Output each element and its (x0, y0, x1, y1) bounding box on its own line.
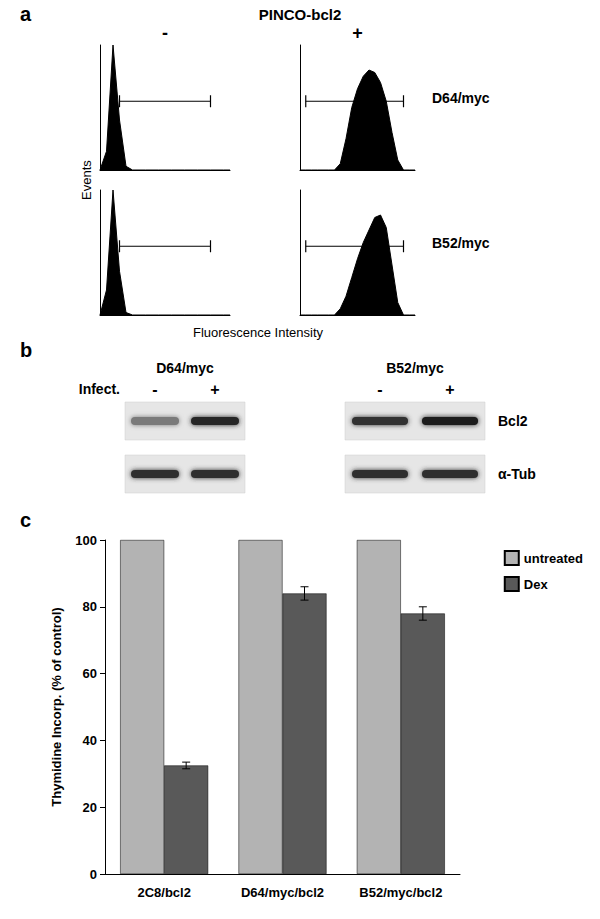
svg-text:Fluorescence Intensity: Fluorescence Intensity (193, 325, 324, 340)
svg-text:+: + (352, 23, 363, 43)
svg-text:80: 80 (83, 599, 97, 614)
svg-text:B52/myc: B52/myc (386, 360, 444, 376)
svg-text:D64/myc: D64/myc (156, 360, 214, 376)
svg-text:2C8/bcl2: 2C8/bcl2 (137, 885, 190, 900)
svg-text:Dex: Dex (524, 577, 549, 592)
svg-text:40: 40 (83, 733, 97, 748)
svg-text:untreated: untreated (524, 551, 583, 566)
svg-text:α-Tub: α-Tub (498, 466, 536, 482)
svg-text:60: 60 (83, 666, 97, 681)
svg-text:-: - (377, 381, 382, 398)
svg-text:b: b (20, 339, 32, 361)
svg-text:0: 0 (90, 867, 97, 882)
svg-text:-: - (162, 23, 168, 43)
svg-text:+: + (210, 381, 219, 398)
svg-text:D64/myc: D64/myc (432, 90, 490, 106)
svg-text:Events: Events (79, 160, 94, 200)
svg-text:D64/myc/bcl2: D64/myc/bcl2 (241, 885, 324, 900)
svg-text:Infect.: Infect. (79, 381, 120, 397)
svg-text:100: 100 (75, 533, 97, 548)
svg-text:Bcl2: Bcl2 (498, 413, 528, 429)
svg-text:a: a (20, 3, 32, 25)
svg-text:+: + (445, 381, 454, 398)
svg-text:20: 20 (83, 800, 97, 815)
svg-text:B52/myc/bcl2: B52/myc/bcl2 (359, 885, 442, 900)
svg-text:PINCO-bcl2: PINCO-bcl2 (259, 6, 342, 23)
svg-text:-: - (152, 381, 157, 398)
svg-text:Thymidine Incorp. (% of contro: Thymidine Incorp. (% of control) (49, 607, 64, 806)
svg-text:B52/myc: B52/myc (432, 235, 490, 251)
svg-text:c: c (20, 509, 31, 531)
